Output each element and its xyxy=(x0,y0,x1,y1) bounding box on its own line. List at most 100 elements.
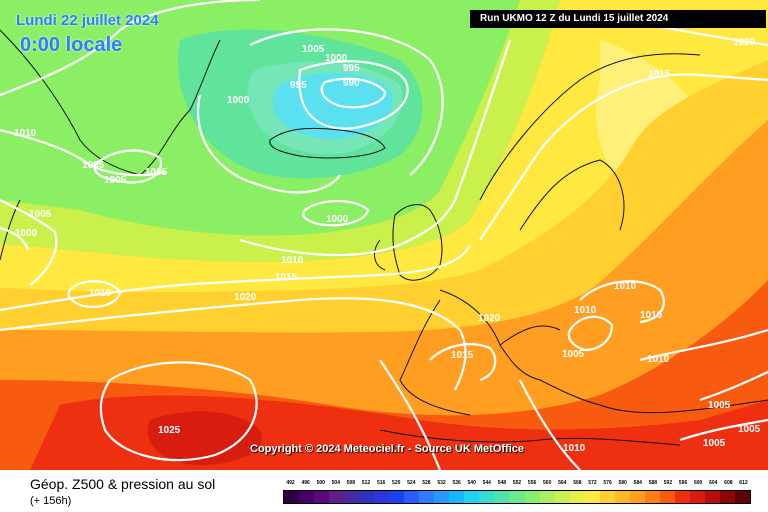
legend-swatch xyxy=(689,491,705,503)
isobar-line xyxy=(579,280,665,324)
isobar-label: 1005 xyxy=(738,424,761,435)
band-dark-red xyxy=(147,411,262,465)
legend-label: 588 xyxy=(648,480,658,486)
legend-label: 524 xyxy=(407,480,416,486)
legend-label: 504 xyxy=(331,480,340,486)
legend-label: 600 xyxy=(693,480,703,486)
isobar-label: 1000 xyxy=(15,228,38,239)
isobar-line xyxy=(0,226,30,251)
legend-swatch xyxy=(449,491,465,503)
band-orange xyxy=(0,120,768,416)
isobar-label: 1010 xyxy=(563,443,586,454)
isobar-label: 1010 xyxy=(574,305,597,316)
isobar-line xyxy=(298,60,409,130)
isobar-label: 1010 xyxy=(640,310,663,321)
legend-swatch xyxy=(614,491,630,503)
isobar-label: 1010 xyxy=(614,281,637,292)
legend-label: 604 xyxy=(709,480,718,486)
legend-swatch xyxy=(674,491,690,503)
isobar-label: 1005 xyxy=(703,438,726,449)
legend-label: 572 xyxy=(588,480,597,486)
isobar-line xyxy=(0,199,58,286)
legend-swatch xyxy=(524,491,540,503)
isobar-label: 1000 xyxy=(227,95,250,106)
coastline-scandinavia xyxy=(479,53,701,231)
band-cyan-low xyxy=(272,72,393,139)
legend-label: 520 xyxy=(392,480,401,486)
isobar-label: 1015 xyxy=(275,272,298,283)
forecast-date: Lundi 22 juillet 2024 xyxy=(16,12,159,29)
legend-swatch xyxy=(494,491,510,503)
isobar-label: 1005 xyxy=(562,349,585,360)
isobar-label: 1000 xyxy=(325,53,348,64)
isobar-line xyxy=(679,418,768,442)
legend-label: 556 xyxy=(527,480,537,486)
isobar-label: 1020 xyxy=(733,37,756,48)
isobar-label: 1025 xyxy=(158,425,181,436)
legend-swatch xyxy=(599,491,615,503)
legend-swatch xyxy=(284,491,300,503)
legend-swatch xyxy=(464,491,480,503)
isobar-line xyxy=(479,73,768,241)
coastline-europe xyxy=(399,289,768,416)
legend-label: 580 xyxy=(618,480,627,486)
isobar-line xyxy=(567,315,614,352)
isobar-label: 990 xyxy=(343,78,360,89)
isobar-label: 1000 xyxy=(326,214,349,225)
legend-swatch xyxy=(404,491,420,503)
legend-label: 592 xyxy=(663,480,673,486)
isobar-line xyxy=(0,0,261,97)
legend-labels: 492 496 500 504 508 512 516 520 524 528 532 536 540 5… xyxy=(283,480,751,489)
isobar-label: 1020 xyxy=(234,292,257,303)
legend-label: 500 xyxy=(316,480,325,486)
legend-swatch xyxy=(479,491,495,503)
legend-swatch xyxy=(329,491,345,503)
isobar-label: 1015 xyxy=(451,350,474,361)
isobar-label: 1015 xyxy=(648,69,671,80)
legend-label: 532 xyxy=(437,480,446,486)
legend-swatch xyxy=(659,491,675,503)
legend-swatch xyxy=(419,491,435,503)
isobar-label: 1005 xyxy=(104,175,127,186)
isobar-label: 1005 xyxy=(302,44,325,55)
legend-label: 560 xyxy=(543,480,552,486)
legend-label: 596 xyxy=(678,480,688,486)
legend-label: 528 xyxy=(422,480,431,486)
map-title: Géop. Z500 & pression au sol xyxy=(30,476,216,492)
legend-label: 512 xyxy=(361,480,371,486)
legend-swatch xyxy=(584,491,600,503)
legend-label: 612 xyxy=(739,480,748,486)
colour-legend xyxy=(283,490,751,504)
isobar-line xyxy=(519,379,581,470)
legend-swatch xyxy=(344,491,360,503)
legend-label: 576 xyxy=(603,480,612,486)
isobar-line xyxy=(99,361,258,462)
isobar-line xyxy=(379,359,442,470)
legend-label: 492 xyxy=(286,480,295,486)
isobar-line xyxy=(93,149,163,184)
legend-label: 568 xyxy=(573,480,582,486)
legend-label: 548 xyxy=(497,480,507,486)
legend-label: 496 xyxy=(301,480,310,486)
coastline-iceland xyxy=(269,127,386,159)
legend-swatch xyxy=(374,491,390,503)
model-run-label: Run UKMO 12 Z du Lundi 15 juillet 2024 xyxy=(470,10,766,28)
legend-label: 516 xyxy=(376,480,386,486)
band-amber xyxy=(0,60,768,333)
isobar-label: 995 xyxy=(290,80,307,91)
isobar-line xyxy=(239,39,512,257)
isobar-label: 1010 xyxy=(14,128,37,139)
isobar-line xyxy=(639,328,768,362)
isobar-label: 1005 xyxy=(82,160,105,171)
isobar-label: 1005 xyxy=(145,167,168,178)
isobar-line xyxy=(320,77,387,109)
legend-label: 536 xyxy=(452,480,461,486)
legend-swatch xyxy=(299,491,315,503)
footer-bar: Géop. Z500 & pression au sol (+ 156h) 49… xyxy=(0,470,768,512)
legend-swatch xyxy=(704,491,720,503)
isobar-line xyxy=(302,200,370,227)
isobar-label: 1010 xyxy=(89,288,112,299)
isobar-line xyxy=(429,343,497,382)
copyright-notice: Copyright © 2024 Meteociel.fr - Source U… xyxy=(250,443,524,455)
legend-swatch xyxy=(434,491,450,503)
